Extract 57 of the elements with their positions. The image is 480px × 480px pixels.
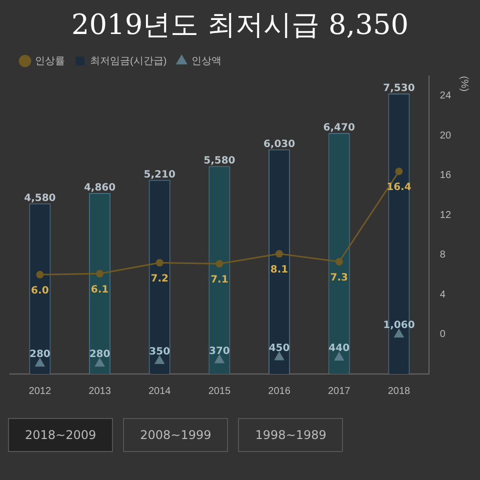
text: 1998~1989 <box>238 418 344 452</box>
data-label: 280 <box>29 349 50 360</box>
data-label: 440 <box>328 343 350 354</box>
legend-label: 인상률 <box>35 56 65 67</box>
data-label: 6,470 <box>323 122 355 134</box>
data-label: 350 <box>149 346 170 358</box>
data-label: 7.3 <box>330 272 348 284</box>
y2-tick-label: 8 <box>440 250 446 261</box>
point <box>394 329 404 338</box>
text: 2008~1999 <box>123 418 228 452</box>
y2-tick-label: 24 <box>440 90 452 102</box>
data-label: 16.4 <box>386 182 412 193</box>
point <box>214 354 224 364</box>
x-tick-label: 2018 <box>388 386 411 397</box>
x-tick-label: 2017 <box>328 386 351 397</box>
data-label: 7,530 <box>383 83 415 94</box>
y2-tick-label: 20 <box>440 130 452 142</box>
chart-title: 2019년도 최저시급 8,350 <box>70 7 410 43</box>
point <box>274 352 284 360</box>
y2-tick-label: 0 <box>440 329 446 340</box>
data-label: 450 <box>268 342 290 354</box>
data-label: 6.0 <box>31 285 49 296</box>
data-label: 7.2 <box>150 273 168 284</box>
x-tick-label: 2016 <box>268 386 291 397</box>
data-label: 370 <box>209 346 230 357</box>
point <box>395 168 403 176</box>
legend-label: 최저임금(시간급) <box>90 56 167 67</box>
x-tick-label: 2013 <box>88 386 112 397</box>
point <box>334 352 344 361</box>
data-label: 280 <box>89 349 110 360</box>
x-tick-label: 2012 <box>28 386 52 397</box>
y2-tick-label: 16 <box>440 170 452 182</box>
x-tick-label: 2014 <box>148 386 172 397</box>
y2-axis-title: (%) <box>458 76 470 92</box>
y2-tick-label: 4 <box>440 289 446 300</box>
point <box>335 258 343 266</box>
point <box>94 358 105 367</box>
y2-tick-label: 12 <box>440 210 452 221</box>
data-label: 4,580 <box>24 192 56 204</box>
data-label: 6,030 <box>263 138 296 150</box>
x-tick-label: 2015 <box>208 386 231 397</box>
point <box>276 250 284 258</box>
point <box>156 258 164 266</box>
point <box>96 270 104 278</box>
data-label: 5,580 <box>204 156 236 167</box>
data-label: 7.1 <box>210 274 228 286</box>
point <box>216 260 224 268</box>
data-label: 8.1 <box>270 264 288 276</box>
legend-label: 인상액 <box>192 56 222 67</box>
text: 2018~2009 <box>8 418 114 452</box>
data-label: 6.1 <box>90 284 109 296</box>
point <box>36 270 44 278</box>
data-label: 5,210 <box>144 170 176 181</box>
data-label: 4,860 <box>84 182 116 194</box>
point <box>35 358 45 367</box>
data-label: 1,060 <box>383 320 415 332</box>
point <box>154 355 164 364</box>
